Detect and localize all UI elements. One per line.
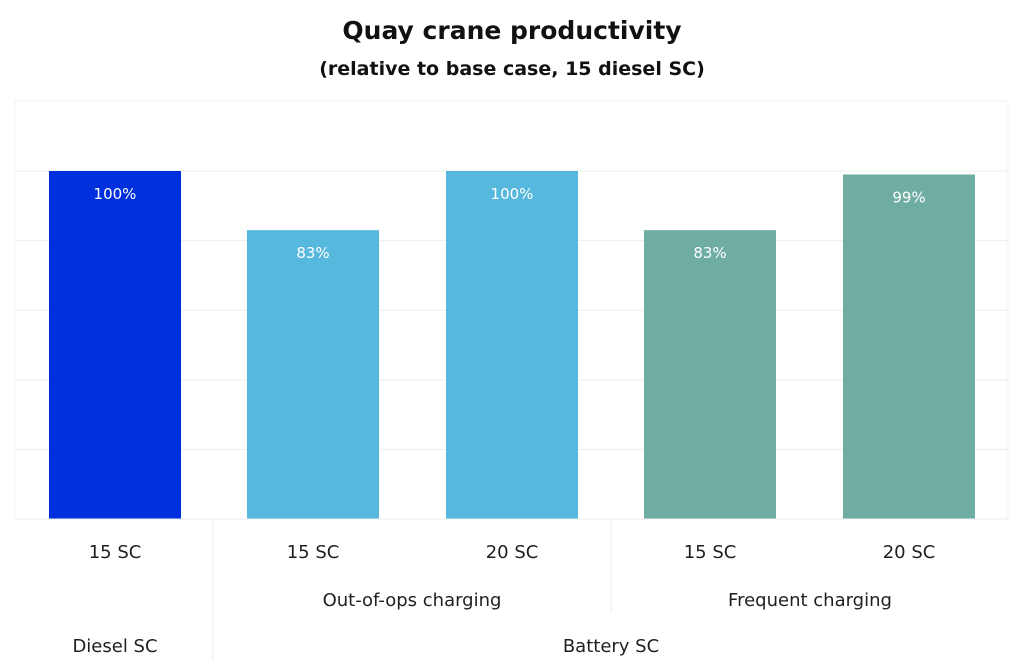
chart-title: Quay crane productivity: [342, 16, 682, 45]
bar: [247, 230, 379, 519]
bar: [446, 171, 578, 519]
group-label: Diesel SC: [72, 636, 157, 657]
x-tick-label: 20 SC: [883, 542, 936, 563]
data-label: 83%: [296, 244, 329, 262]
x-tick-label: 15 SC: [684, 542, 737, 563]
x-tick-label: 20 SC: [486, 542, 539, 563]
data-label: 100%: [94, 185, 137, 203]
bar: [49, 171, 181, 519]
data-label: 83%: [693, 244, 726, 262]
subgroup-label: Frequent charging: [728, 590, 892, 611]
bar: [843, 174, 975, 520]
x-tick-label: 15 SC: [89, 542, 142, 563]
data-label: 99%: [892, 188, 925, 206]
group-label: Battery SC: [563, 636, 659, 657]
bar: [644, 230, 776, 519]
chart-subtitle: (relative to base case, 15 diesel SC): [319, 58, 705, 80]
x-tick-label: 15 SC: [287, 542, 340, 563]
data-label: 100%: [491, 185, 534, 203]
subgroup-label: Out-of-ops charging: [323, 590, 502, 611]
